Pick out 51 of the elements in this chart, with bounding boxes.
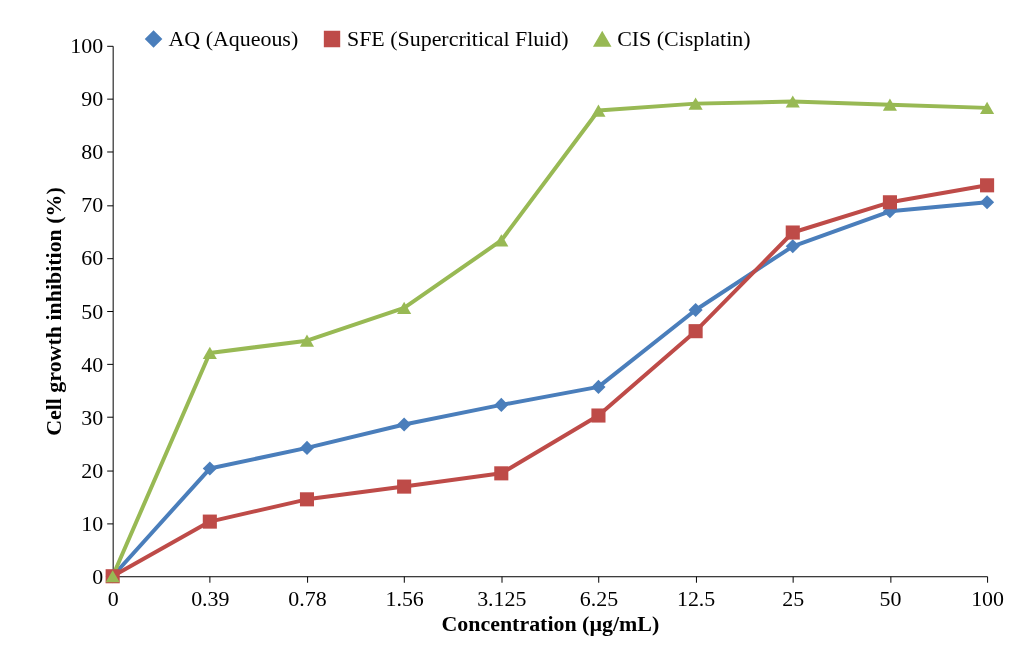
point [688,97,703,110]
x-tick-label: 0.78 [288,585,327,611]
point [202,346,217,360]
y-tick-label: 80 [81,139,104,165]
y-tick-label: 50 [81,298,104,324]
point [494,397,509,412]
y-tick-label: 10 [81,510,104,536]
point [785,225,800,240]
y-tick-label: 30 [81,404,104,430]
point [202,461,217,476]
point [591,379,606,394]
x-tick-label: 100 [971,585,1005,611]
y-tick-label: 100 [70,33,104,59]
legend-label: AQ (Aqueous) [168,25,299,51]
point [688,324,703,339]
legend-label: CIS (Cisplatin) [617,26,751,52]
point [494,466,509,481]
x-tick-label: 0.39 [191,585,230,611]
y-tick-label: 40 [81,351,104,377]
y-tick-label: 70 [81,192,104,218]
point [202,514,217,529]
y-axis-title: Cell growth inhibition (%) [41,187,67,436]
x-tick-label: 50 [879,585,902,611]
y-tick-label: 0 [92,563,104,589]
point [397,479,412,494]
point [494,234,509,247]
point [299,334,315,347]
y-tick-label: 20 [81,457,104,483]
x-tick-label: 6.25 [579,585,619,611]
point [882,98,897,111]
point [299,440,315,455]
legend-label: SFE (Supercritical Fluid) [346,25,569,51]
point [980,101,995,114]
x-tick-label: 1.56 [385,585,424,611]
point [591,104,606,117]
x-tick-label: 25 [782,585,805,611]
point [397,301,412,314]
point [980,195,995,210]
point [397,417,412,432]
point [980,178,995,193]
point [591,408,606,423]
point [785,239,800,254]
x-tick-label: 3.125 [477,585,527,611]
point [882,195,897,210]
x-tick-label: 12.5 [676,585,716,611]
point [785,95,800,108]
x-axis-title: Concentration (µg/mL) [441,610,660,636]
point [299,492,315,507]
y-tick-label: 60 [81,245,104,271]
point [688,302,703,318]
y-tick-label: 90 [81,86,104,112]
